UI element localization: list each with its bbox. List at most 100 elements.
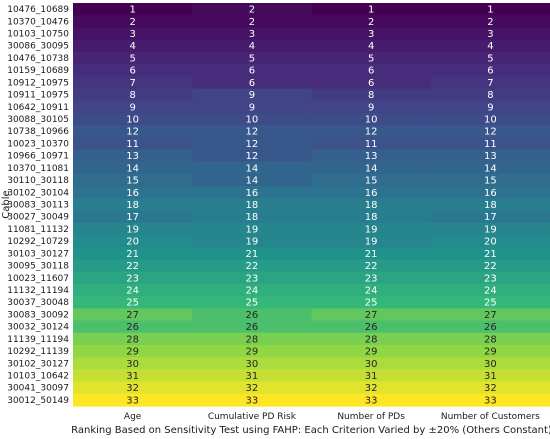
heatmap-cell (192, 88, 313, 102)
heatmap-cell (311, 271, 432, 285)
cell-value-label: 22 (365, 261, 378, 272)
cell-value-label: 9 (249, 102, 255, 113)
cell-value-label: 29 (484, 347, 497, 358)
cell-value-label: 5 (368, 53, 374, 64)
column-tick-label: Age (124, 412, 142, 422)
row-tick-label: 30102_30127 (7, 359, 69, 369)
heatmap-cell (430, 393, 550, 407)
heatmap-cell (73, 210, 193, 224)
cell-value-label: 2 (249, 17, 255, 28)
cell-value-label: 30 (484, 359, 497, 370)
row-tick-label: 30110_30118 (7, 176, 69, 186)
heatmap-cell (311, 173, 432, 187)
heatmap-cell (430, 76, 550, 90)
heatmap-cell (192, 27, 313, 41)
heatmap-cell (430, 39, 550, 53)
heatmap-cell (192, 76, 313, 90)
cell-value-label: 17 (126, 212, 139, 223)
heatmap-cell (311, 137, 432, 151)
heatmap-cell (430, 308, 550, 322)
cell-value-label: 6 (487, 66, 493, 77)
heatmap-cell (311, 100, 432, 114)
cell-value-label: 9 (368, 102, 374, 113)
row-tick-label: 10103_10642 (7, 371, 69, 381)
cell-value-label: 14 (246, 176, 259, 187)
cell-value-label: 32 (126, 383, 139, 394)
heatmap-cell (192, 137, 313, 151)
row-tick-label: 30083_30092 (7, 310, 69, 320)
cell-value-label: 21 (246, 249, 259, 260)
heatmap-cell (311, 64, 432, 77)
row-tick-label: 10476_10689 (7, 5, 69, 15)
cell-value-label: 10 (126, 115, 139, 126)
row-tick-label: 10159_10689 (7, 66, 69, 76)
heatmap-cell (430, 381, 550, 395)
heatmap-cell (73, 332, 193, 346)
cell-value-label: 9 (129, 102, 135, 113)
cell-value-label: 14 (484, 163, 497, 174)
cell-value-label: 24 (126, 285, 139, 296)
cell-value-label: 13 (126, 151, 139, 162)
heatmap-cell (311, 186, 432, 199)
heatmap-cell (73, 137, 193, 151)
cell-value-label: 12 (246, 151, 259, 162)
heatmap-cell (311, 210, 432, 224)
cell-value-label: 33 (246, 395, 259, 406)
heatmap-cell (430, 149, 550, 163)
heatmap-cell (73, 161, 193, 175)
cell-value-label: 18 (246, 212, 259, 223)
cell-value-label: 6 (368, 78, 374, 89)
cell-value-label: 3 (249, 29, 255, 40)
cell-value-label: 23 (484, 273, 497, 284)
heatmap-cell (192, 15, 313, 29)
heatmap-cell (192, 357, 313, 370)
heatmap-cells: 1 2 1 12 2 2 23 3 3 34 4 4 45 5 5 56 6 6 67 6 6 78 9 8 89 9 9 910 10… (73, 3, 550, 407)
cell-value-label: 8 (129, 90, 135, 101)
heatmap-cell (192, 259, 313, 273)
cell-value-label: 11 (126, 139, 139, 150)
heatmap-cell (73, 369, 193, 383)
cell-value-label: 23 (246, 273, 259, 284)
cell-value-label: 14 (365, 163, 378, 174)
cell-value-label: 24 (246, 285, 259, 296)
cell-value-label: 33 (126, 395, 139, 406)
row-tick-label: 30027_30049 (7, 213, 69, 223)
cell-value-label: 5 (487, 53, 493, 64)
heatmap-cell (73, 76, 193, 90)
heatmap-cell (192, 308, 313, 322)
cell-value-label: 1 (487, 5, 493, 16)
cell-value-label: 15 (365, 176, 378, 187)
heatmap-cell (311, 344, 432, 358)
cell-value-label: 24 (365, 285, 378, 296)
heatmap-cell (73, 125, 193, 138)
cell-value-label: 29 (365, 347, 378, 358)
cell-value-label: 28 (126, 334, 139, 345)
heatmap-cell (311, 161, 432, 175)
heatmap-cell (311, 259, 432, 273)
row-tick-label: 10292_11139 (7, 347, 69, 357)
cell-value-label: 19 (365, 224, 378, 235)
row-tick-label: 10911_10975 (7, 91, 69, 101)
heatmap-cell (73, 320, 193, 334)
cell-value-label: 26 (365, 322, 378, 333)
row-tick-label: 30083_30113 (7, 201, 69, 211)
cell-value-label: 26 (246, 310, 259, 321)
row-tick-label: 10103_10750 (7, 30, 69, 40)
cell-value-label: 1 (129, 5, 135, 16)
cell-value-label: 6 (249, 66, 255, 77)
heatmap-cell (192, 332, 313, 346)
heatmap-cell (430, 88, 550, 102)
column-tick-label: Number of Customers (441, 412, 540, 422)
heatmap-cell (311, 247, 432, 261)
cell-value-label: 10 (484, 115, 497, 126)
row-tick-label: 11081_11132 (7, 225, 69, 235)
cell-value-label: 18 (246, 200, 259, 211)
cell-value-label: 18 (365, 212, 378, 223)
heatmap-cell (192, 393, 313, 407)
heatmap-cell (430, 344, 550, 358)
row-tick-label: 11132_11194 (7, 286, 69, 296)
heatmap-cell (311, 149, 432, 163)
cell-value-label: 18 (126, 200, 139, 211)
heatmap-cell (311, 198, 432, 212)
